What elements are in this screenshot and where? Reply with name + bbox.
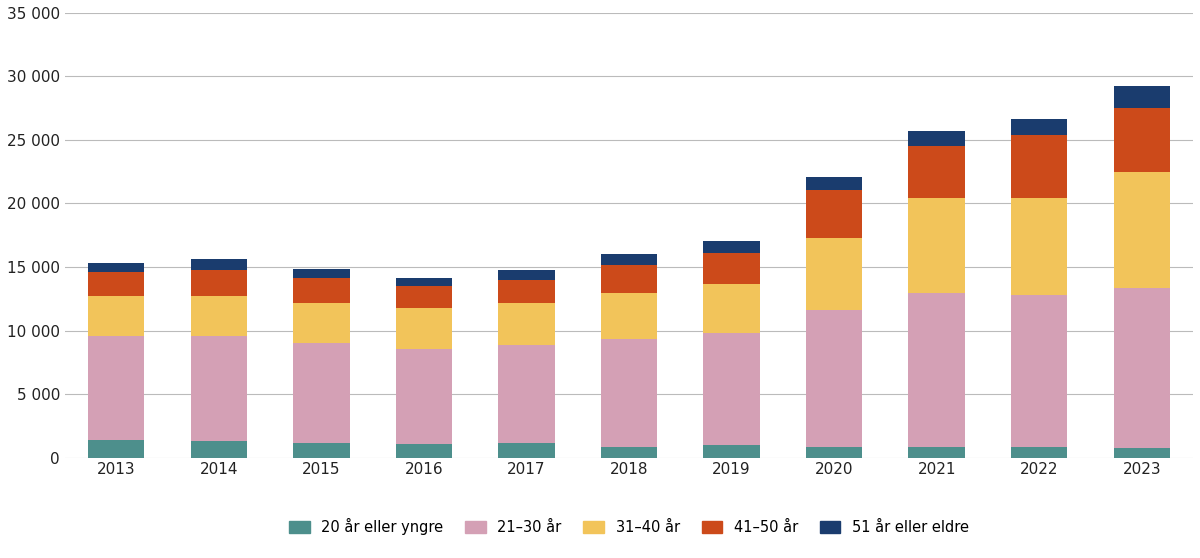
Bar [396,309,452,349]
Bar [293,443,349,458]
Bar [498,344,554,443]
Bar [88,272,144,296]
Bar [191,335,247,441]
Bar [498,443,554,458]
Bar [703,283,760,333]
Bar [498,270,554,280]
Bar [1114,288,1170,448]
Bar [88,296,144,335]
Bar [191,441,247,458]
Bar [703,333,760,445]
Bar [396,444,452,458]
Bar [601,293,658,339]
Bar [806,190,863,238]
Bar [396,278,452,286]
Bar [498,303,554,344]
Bar [293,269,349,278]
Bar [601,339,658,447]
Bar [703,253,760,283]
Bar [1114,108,1170,172]
Bar [1114,86,1170,108]
Bar [191,270,247,296]
Bar [601,254,658,265]
Bar [601,447,658,458]
Bar [703,241,760,253]
Bar [1012,448,1068,458]
Bar [908,293,965,447]
Bar [1012,135,1068,199]
Bar [908,131,965,146]
Bar [1012,199,1068,295]
Bar [293,278,349,302]
Bar [191,296,247,335]
Bar [806,238,863,310]
Bar [396,286,452,309]
Bar [1114,448,1170,458]
Bar [88,440,144,458]
Bar [293,302,349,343]
Bar [703,445,760,458]
Bar [601,265,658,293]
Bar [806,447,863,458]
Bar [1114,172,1170,288]
Bar [1012,119,1068,135]
Bar [88,335,144,440]
Bar [806,177,863,190]
Bar [908,146,965,198]
Bar [1012,295,1068,448]
Bar [908,447,965,458]
Bar [396,349,452,444]
Bar [191,259,247,270]
Bar [908,198,965,293]
Bar [806,310,863,447]
Bar [293,343,349,443]
Bar [498,280,554,303]
Legend: 20 år eller yngre, 21–30 år, 31–40 år, 41–50 år, 51 år eller eldre: 20 år eller yngre, 21–30 år, 31–40 år, 4… [289,518,968,535]
Bar [88,263,144,272]
